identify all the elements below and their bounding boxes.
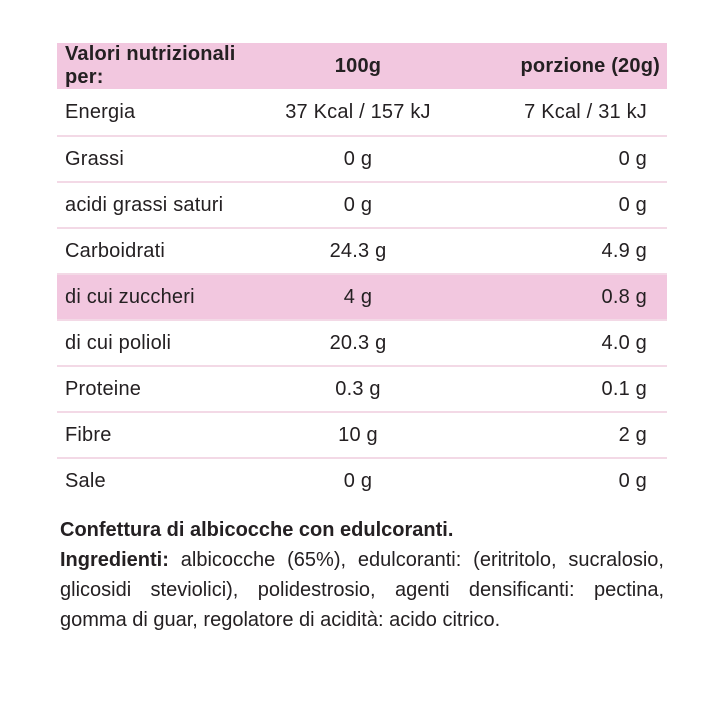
row-label: di cui polioli: [65, 331, 172, 354]
row-value-portion: 2 g: [618, 423, 647, 446]
row-value-100g: 4 g: [343, 285, 373, 308]
table-row: Fibre 10 g 2 g: [57, 411, 667, 457]
table-row: acidi grassi saturi 0 g 0 g: [57, 181, 667, 227]
row-value-100g: 37 Kcal / 157 kJ: [285, 100, 431, 123]
row-value-portion: 0 g: [618, 469, 647, 492]
row-value-100g: 0 g: [343, 147, 373, 170]
row-value-100g: 0 g: [343, 193, 373, 216]
row-value-100g: 0 g: [343, 469, 373, 492]
row-label: Fibre: [65, 423, 112, 446]
table-header-row: Valori nutrizionali per: 100g porzione (…: [57, 43, 667, 89]
product-description: Confettura di albicocche con edulcoranti…: [57, 515, 667, 635]
row-value-portion: 0.8 g: [601, 285, 647, 308]
table-row: di cui polioli 20.3 g 4.0 g: [57, 319, 667, 365]
row-value-portion: 7 Kcal / 31 kJ: [524, 100, 647, 123]
nutrition-table: Valori nutrizionali per: 100g porzione (…: [57, 43, 667, 503]
nutrition-label: Valori nutrizionali per: 100g porzione (…: [57, 43, 667, 635]
row-value-portion: 4.9 g: [601, 239, 647, 262]
ingredients-text: albicocche (65%), edulcoranti: (eritrito…: [60, 549, 664, 631]
row-value-100g: 24.3 g: [329, 239, 387, 262]
row-label: di cui zuccheri: [65, 285, 195, 308]
product-title: Confettura di albicocche con edulcoranti…: [60, 519, 454, 541]
header-portion-column: porzione (20g): [520, 54, 660, 77]
table-row: di cui zuccheri 4 g 0.8 g: [57, 273, 667, 319]
table-row: Proteine 0.3 g 0.1 g: [57, 365, 667, 411]
row-value-100g: 10 g: [338, 423, 378, 446]
row-value-100g: 20.3 g: [329, 331, 387, 354]
row-label: Sale: [65, 469, 106, 492]
row-value-portion: 4.0 g: [601, 331, 647, 354]
header-label-column: Valori nutrizionali per:: [65, 43, 236, 88]
table-row: Sale 0 g 0 g: [57, 457, 667, 503]
table-row: Energia 37 Kcal / 157 kJ 7 Kcal / 31 kJ: [57, 89, 667, 135]
table-body: Energia 37 Kcal / 157 kJ 7 Kcal / 31 kJ Gra…: [57, 89, 667, 503]
row-value-portion: 0 g: [618, 147, 647, 170]
row-label: Grassi: [65, 147, 124, 170]
row-value-portion: 0 g: [618, 193, 647, 216]
ingredients-label: Ingredienti:: [60, 549, 169, 571]
table-row: Carboidrati 24.3 g 4.9 g: [57, 227, 667, 273]
row-label: acidi grassi saturi: [65, 193, 224, 216]
row-label: Carboidrati: [65, 239, 166, 262]
row-label: Proteine: [65, 377, 142, 400]
table-row: Grassi 0 g 0 g: [57, 135, 667, 181]
row-value-portion: 0.1 g: [601, 377, 647, 400]
ingredients-paragraph: Ingredienti: albicocche (65%), edulcoran…: [60, 545, 664, 635]
row-label: Energia: [65, 100, 136, 123]
header-100g-column: 100g: [334, 54, 382, 77]
row-value-100g: 0.3 g: [335, 377, 381, 400]
